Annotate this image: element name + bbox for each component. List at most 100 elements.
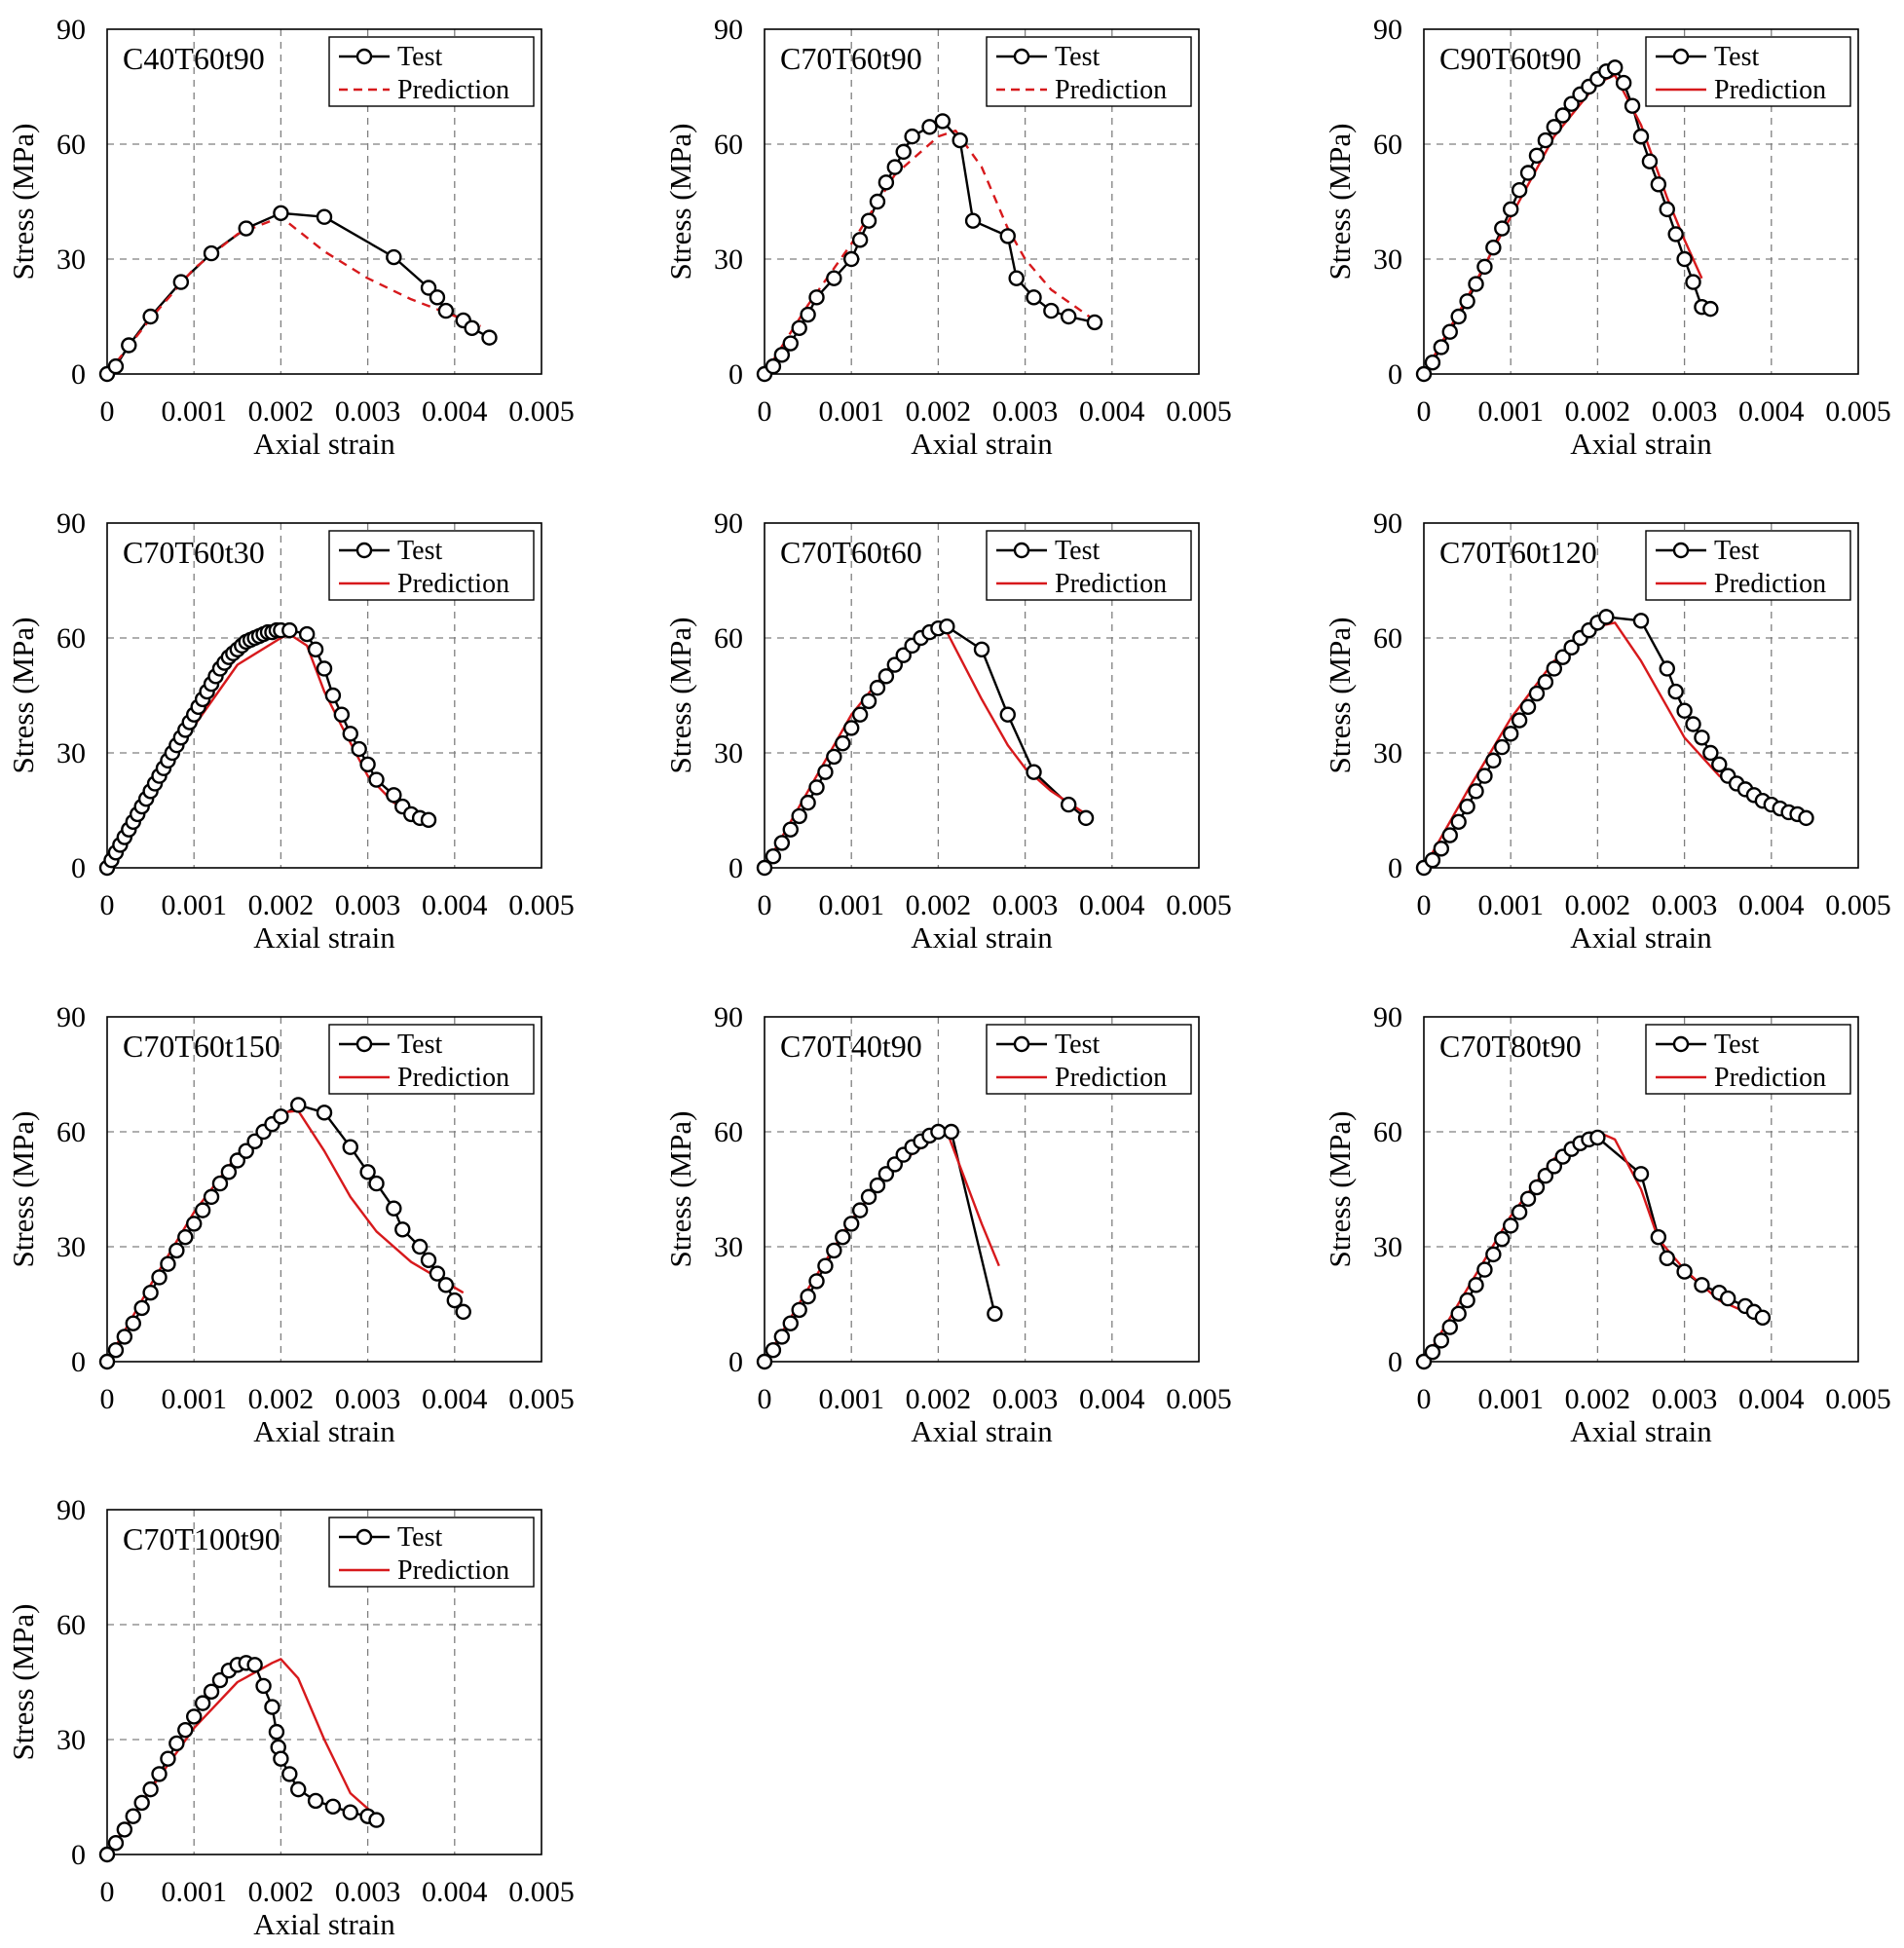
test-data-point [351,740,367,758]
test-data-point [765,1341,782,1359]
test-data-point [1659,1250,1675,1267]
test-data-point [316,1105,333,1121]
legend-test-marker [355,48,373,65]
test-data-point [342,726,358,742]
legend-test-label: Test [1714,536,1759,566]
test-data-point [125,1315,141,1331]
y-tick-label: 30 [714,1231,743,1263]
test-data-point [125,1808,141,1824]
test-data-point [273,205,289,222]
test-data-point [411,1238,429,1255]
test-data-point [1685,274,1701,290]
test-data-point [194,1202,211,1218]
test-data-point [1468,783,1484,800]
test-data-point [851,706,869,723]
test-data-point [826,270,842,286]
test-data-point [298,625,316,643]
test-data-point [800,306,816,323]
test-data-point [1702,300,1719,318]
test-data-point [860,1188,877,1206]
test-data-point [273,1750,289,1767]
test-data-point [394,1221,411,1238]
x-tick-label: 0.001 [818,889,884,921]
test-data-point [851,232,869,248]
test-data-point [1502,1218,1519,1234]
test-data-point [1528,1179,1546,1196]
chart-panel-c70t60t150: 0 0.001 0.002 0.003 0.004 0.005 0 30 60 90 Axial s… [6,1001,575,1448]
y-tick-label: 90 [714,14,743,46]
test-data-point [826,1242,842,1259]
test-data-point [1424,355,1441,371]
test-data-point [307,641,324,657]
x-tick-label: 0.005 [1166,395,1232,428]
test-data-point [151,1766,168,1782]
test-data-point [1632,1166,1650,1182]
test-data-point [782,821,799,838]
y-axis-label: Stress (MPa) [1323,1110,1357,1267]
test-data-point [1476,768,1493,784]
x-axis-label: Axial strain [911,920,1053,955]
x-tick-label: 0.005 [1825,395,1891,428]
x-tick-label: 0.002 [906,395,972,428]
chart-panel-c70t60t60: 0 0.001 0.002 0.003 0.004 0.005 0 30 60 90 Axial s… [663,507,1232,955]
x-tick-label: 0.001 [1477,889,1544,921]
legend-prediction-label: Prediction [1714,75,1826,105]
test-data-point [211,1175,229,1192]
y-tick-label: 90 [56,507,86,540]
y-tick-label: 0 [1388,852,1402,884]
test-data-point [1615,74,1632,92]
x-tick-label: 0.004 [1079,889,1145,921]
legend-test-label: Test [1055,42,1100,72]
test-data-point [886,159,903,175]
y-tick-label: 30 [714,737,743,769]
test-data-point [194,1695,211,1711]
test-data-point [1485,1246,1502,1263]
test-data-point [429,1265,446,1282]
x-tick-label: 0.001 [818,1383,884,1415]
test-data-point [1711,756,1728,772]
test-data-point [939,618,955,635]
test-data-point [1043,302,1060,319]
legend-test-label: Test [1055,536,1100,566]
y-axis-label: Stress (MPa) [663,617,697,773]
x-tick-label: 0 [100,1876,115,1908]
test-data-point [987,1305,1003,1323]
test-data-point [151,1269,168,1286]
legend-test-marker [1013,542,1030,559]
test-data-point [107,1834,125,1852]
test-data-point [160,1750,176,1767]
test-data-point [1450,813,1467,830]
test-data-point [307,1792,324,1810]
legend-test-label: Test [1714,1030,1759,1060]
chart-panel-c70t100t90: 0 0.001 0.002 0.003 0.004 0.005 0 30 60 90 Axial s… [6,1494,575,1941]
test-data-point [1659,660,1675,677]
test-data-point [869,193,886,210]
test-data-point [246,1657,263,1673]
legend-test-label: Test [397,1030,442,1060]
x-tick-label: 0.002 [248,1876,315,1908]
test-data-point [1060,308,1077,325]
test-data-point [368,1175,385,1192]
chart-panel-c90t60t90: 0 0.001 0.002 0.003 0.004 0.005 0 30 60 90 Axial s… [1323,14,1891,461]
test-data-point [1546,119,1563,135]
test-data-point [133,1299,150,1317]
y-tick-label: 60 [56,1116,86,1148]
y-tick-label: 30 [1373,244,1402,276]
test-data-point [1459,798,1475,815]
test-data-point [877,668,895,685]
x-tick-label: 0.004 [1738,1383,1805,1415]
test-data-point [1494,220,1511,237]
y-tick-label: 0 [71,1839,86,1871]
test-data-point [817,1257,834,1274]
y-tick-label: 90 [56,1001,86,1033]
test-data-point [791,807,807,825]
test-data-point [1798,809,1814,827]
test-data-point [1441,323,1458,340]
test-data-point [1537,674,1554,691]
test-data-point [290,1097,307,1113]
x-tick-label: 0.005 [508,1876,575,1908]
test-data-point [930,1123,947,1141]
legend-prediction-label: Prediction [1714,1063,1826,1093]
